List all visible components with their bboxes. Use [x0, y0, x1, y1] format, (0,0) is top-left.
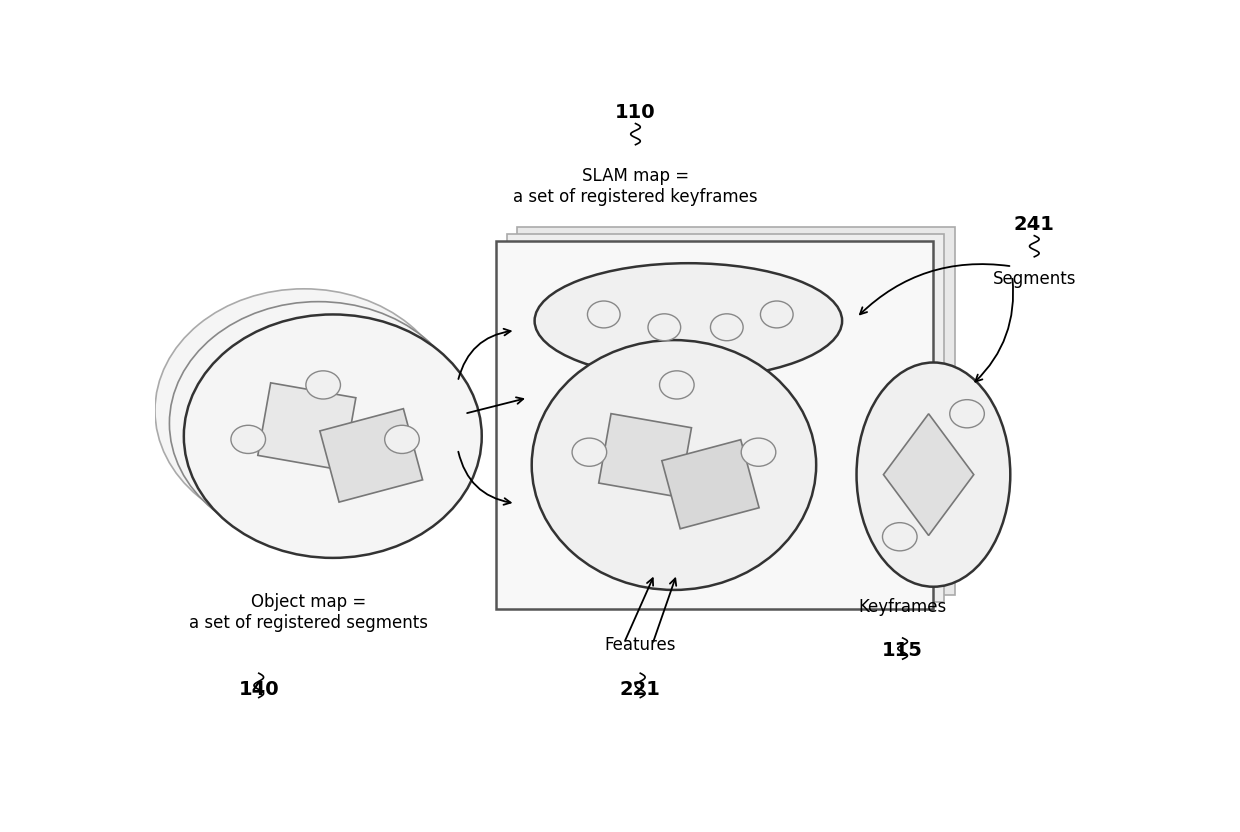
Text: Object map =
a set of registered segments: Object map = a set of registered segment…: [190, 592, 428, 631]
Ellipse shape: [306, 371, 341, 399]
Text: SLAM map =
a set of registered keyframes: SLAM map = a set of registered keyframes: [513, 167, 758, 206]
Ellipse shape: [184, 314, 481, 558]
Text: 140: 140: [238, 680, 279, 699]
Text: 115: 115: [882, 641, 923, 661]
Polygon shape: [883, 414, 973, 536]
Ellipse shape: [950, 399, 985, 428]
Polygon shape: [320, 409, 423, 502]
Ellipse shape: [231, 425, 265, 453]
Ellipse shape: [711, 314, 743, 341]
Text: Keyframes: Keyframes: [858, 597, 947, 616]
Text: 221: 221: [620, 680, 661, 699]
Ellipse shape: [384, 425, 419, 453]
Text: Segments: Segments: [992, 270, 1076, 288]
Polygon shape: [258, 383, 356, 470]
Polygon shape: [599, 414, 692, 498]
Bar: [496, 240, 934, 609]
Ellipse shape: [588, 301, 620, 328]
Ellipse shape: [155, 289, 453, 532]
Bar: [517, 226, 955, 595]
Ellipse shape: [883, 522, 918, 551]
Ellipse shape: [170, 302, 467, 545]
Ellipse shape: [534, 263, 842, 379]
Ellipse shape: [760, 301, 794, 328]
Text: 110: 110: [615, 103, 656, 122]
Ellipse shape: [532, 340, 816, 590]
Ellipse shape: [649, 314, 681, 341]
Bar: [507, 234, 944, 602]
Text: Features: Features: [605, 636, 676, 654]
Ellipse shape: [660, 371, 694, 399]
Ellipse shape: [857, 363, 1011, 587]
Ellipse shape: [572, 438, 606, 466]
Text: 241: 241: [1014, 215, 1055, 235]
Polygon shape: [662, 439, 759, 529]
Ellipse shape: [742, 438, 776, 466]
